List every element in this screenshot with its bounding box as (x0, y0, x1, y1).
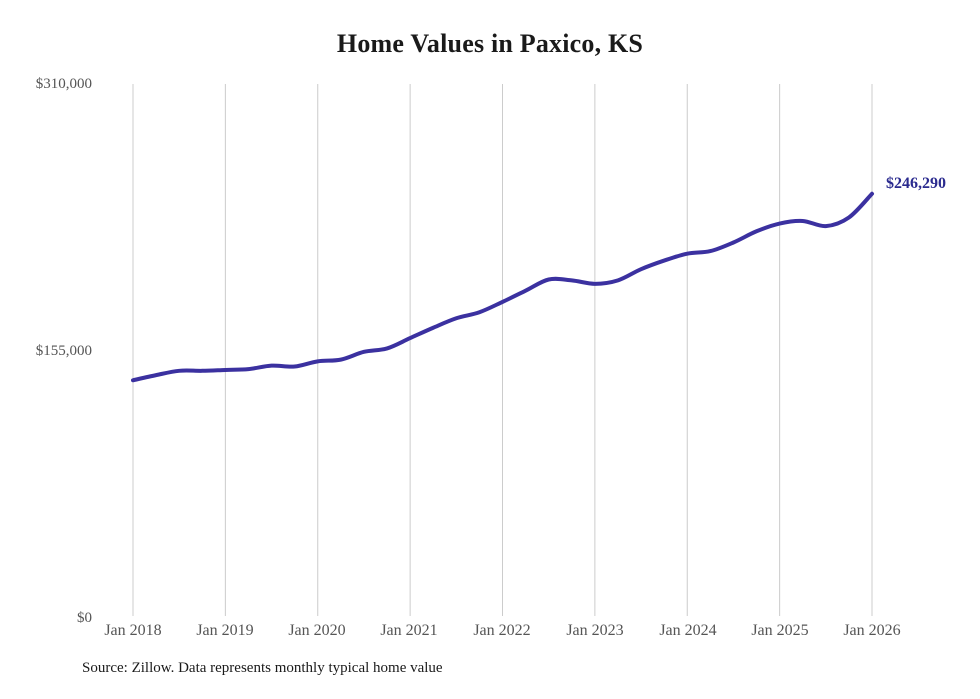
y-axis-tick-310000: $310,000 (35, 76, 92, 92)
y-axis-tick-0: $0 (77, 610, 92, 626)
vertical-gridlines (132, 84, 873, 616)
x-axis-tick-jan-2026: Jan 2026 (843, 622, 901, 639)
x-axis-tick-jan-2023: Jan 2023 (566, 622, 624, 639)
x-axis-tick-jan-2024: Jan 2024 (659, 622, 717, 639)
y-axis-tick-155000: $155,000 (35, 343, 92, 359)
x-axis-tick-jan-2021: Jan 2021 (380, 622, 438, 639)
source-note: Source: Zillow. Data represents monthly … (82, 660, 443, 676)
x-axis-tick-jan-2018: Jan 2018 (104, 622, 162, 639)
x-axis-tick-jan-2020: Jan 2020 (288, 622, 346, 639)
x-axis-tick-jan-2019: Jan 2019 (196, 622, 254, 639)
chart-title: Home Values in Paxico, KS (336, 29, 644, 58)
x-axis-tick-jan-2025: Jan 2025 (751, 622, 809, 639)
end-value-annotation: $246,290 (886, 174, 946, 192)
home-value-trend-line (131, 191, 874, 383)
x-axis-tick-jan-2022: Jan 2022 (473, 622, 531, 639)
